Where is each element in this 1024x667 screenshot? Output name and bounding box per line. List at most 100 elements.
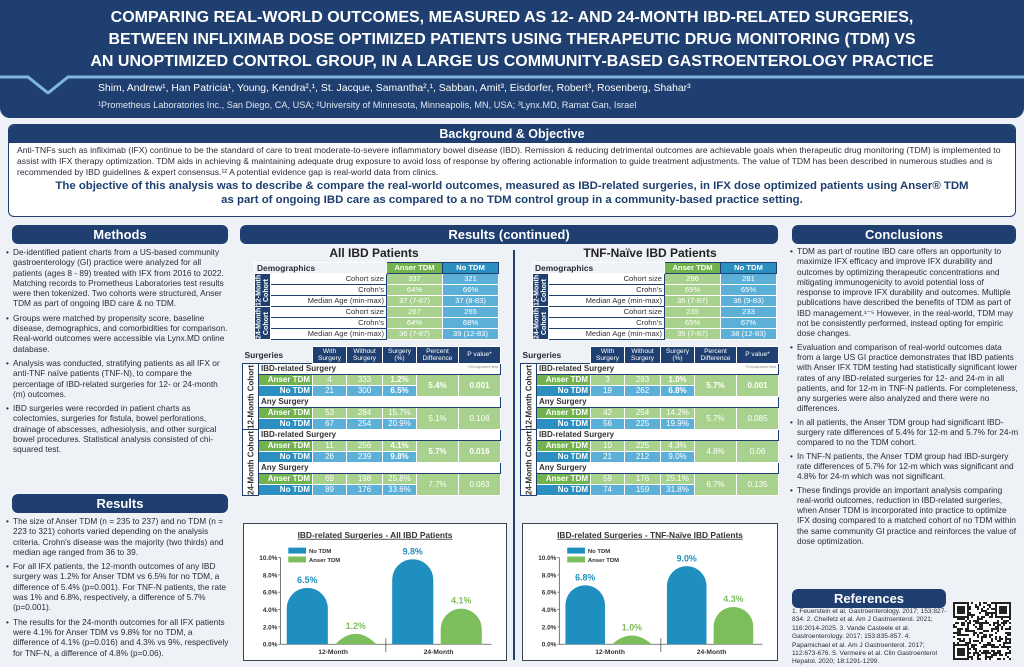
percent-difference: 5.7% bbox=[694, 407, 738, 430]
anser-value: 64% bbox=[386, 317, 443, 329]
legend-swatch bbox=[288, 556, 307, 563]
table-cell: 4.3% bbox=[660, 440, 696, 452]
no-tdm-row-label: No TDM bbox=[257, 385, 314, 397]
no-tdm-value: 66% bbox=[442, 284, 499, 296]
no-tdm-value: 67% bbox=[720, 317, 777, 329]
table-cell: 225 bbox=[624, 418, 662, 430]
row-label: Median Age (min-max) bbox=[548, 295, 665, 307]
list-item: In TNF-N patients, the Anser TDM group h… bbox=[790, 451, 1020, 482]
group-label: Any Surgery bbox=[261, 463, 309, 473]
table-cell: 21 bbox=[312, 385, 348, 397]
cohort-label: 24-Month Cohort bbox=[520, 429, 537, 496]
conclusions-list: TDM as part of routine IBD care offers a… bbox=[790, 246, 1020, 549]
p-value: 0.001 bbox=[736, 374, 780, 397]
group-label-row: Any Surgery bbox=[257, 462, 502, 474]
group-label: Any Surgery bbox=[261, 397, 309, 407]
table-cell: 11 bbox=[312, 440, 348, 452]
no-tdm-header: No TDM bbox=[442, 262, 499, 274]
group-label: Any Surgery bbox=[539, 397, 587, 407]
p-value: 0.06 bbox=[736, 440, 780, 463]
bar-anser-tdm bbox=[440, 608, 482, 645]
demographics-label: Demographics bbox=[254, 262, 387, 274]
cohort-label: 12-Month Cohort bbox=[532, 273, 549, 307]
column-header: Percent Difference bbox=[694, 346, 738, 364]
list-item: Evaluation and comparison of real-world … bbox=[790, 342, 1020, 414]
y-tick-label: 10.0% bbox=[538, 555, 556, 562]
group-label: IBD-related Surgery bbox=[261, 364, 337, 374]
legend-label: Anser TDM bbox=[588, 558, 619, 564]
table-cell: 262 bbox=[624, 385, 662, 397]
methods-list: De-identified patient charts from a US-b… bbox=[6, 247, 230, 459]
y-tick-label: 8.0% bbox=[263, 572, 278, 579]
cohort-label: 12-Month Cohort bbox=[242, 363, 259, 430]
table-cell: 42 bbox=[590, 407, 626, 419]
table-cell: 19 bbox=[590, 385, 626, 397]
anser-tdm-row-label: Anser TDM bbox=[257, 473, 314, 485]
table-cell: 69 bbox=[312, 473, 348, 485]
p-value: 0.108 bbox=[458, 407, 502, 430]
y-tick-label: 4.0% bbox=[263, 607, 278, 614]
row-label: Crohn's bbox=[548, 284, 665, 296]
no-tdm-row-label: No TDM bbox=[257, 451, 314, 463]
table-cell: 56 bbox=[590, 418, 626, 430]
y-tick-label: 0.0% bbox=[542, 642, 557, 649]
group-label-row: IBD-related Surgery bbox=[257, 429, 502, 441]
table-cell: 19.9% bbox=[660, 418, 696, 430]
table-cell: 6.8% bbox=[660, 385, 696, 397]
no-tdm-value: 68% bbox=[442, 317, 499, 329]
section-heading: Background & Objective bbox=[9, 125, 1015, 143]
qr-code-icon[interactable] bbox=[953, 602, 1011, 660]
no-tdm-value: 321 bbox=[442, 273, 499, 285]
group-label-row: IBD-related Surgery bbox=[535, 429, 780, 441]
table-cell: 254 bbox=[346, 418, 384, 430]
percent-difference: 4.8% bbox=[694, 440, 738, 463]
chart-title: IBD-related Surgeries - TNF-Naïve IBD Pa… bbox=[557, 530, 743, 540]
chart-title: IBD-related Surgeries - All IBD Patients bbox=[298, 530, 453, 540]
table-cell: 26 bbox=[312, 451, 348, 463]
anser-value: 65% bbox=[664, 317, 721, 329]
table-cell: 4.1% bbox=[382, 440, 418, 452]
no-tdm-value: 281 bbox=[720, 273, 777, 285]
table-cell: 198 bbox=[346, 473, 384, 485]
affiliations: ¹Prometheus Laboratories Inc., San Diego… bbox=[98, 100, 637, 110]
anser-tdm-row-label: Anser TDM bbox=[535, 473, 592, 485]
data-label: 1.0% bbox=[622, 623, 642, 633]
x-tick-label: 24-Month bbox=[424, 649, 454, 656]
no-tdm-value: 65% bbox=[720, 284, 777, 296]
table-cell: 333 bbox=[346, 374, 384, 386]
p-value: 0.016 bbox=[458, 440, 502, 463]
table-cell: 33.6% bbox=[382, 484, 418, 496]
chart-tnf-naive: IBD-related Surgeries - TNF-Naïve IBD Pa… bbox=[522, 523, 778, 661]
bar-no-tdm bbox=[565, 585, 606, 645]
p-value: 0.135 bbox=[736, 473, 780, 496]
cohort-label: 12-Month Cohort bbox=[254, 273, 271, 307]
table-cell: 10 bbox=[590, 440, 626, 452]
column-header: Percent Difference bbox=[416, 346, 460, 364]
table-cell: 176 bbox=[346, 484, 384, 496]
y-tick-label: 6.0% bbox=[263, 590, 278, 597]
panel-tnf-naive: TNF-Naïve IBD Patients Demographics Anser … bbox=[520, 246, 780, 496]
no-tdm-value: 38 (12-83) bbox=[720, 328, 777, 340]
title-line: COMPARING REAL-WORLD OUTCOMES, MEASURED … bbox=[110, 9, 914, 26]
no-tdm-value: 233 bbox=[720, 306, 777, 318]
footnote: *Chi-squared test bbox=[467, 364, 499, 370]
y-tick-label: 2.0% bbox=[542, 624, 557, 631]
legend-label: No TDM bbox=[588, 549, 610, 555]
table-cell: 9.0% bbox=[660, 451, 696, 463]
group-label-row: Any Surgery bbox=[535, 396, 780, 408]
table-cell: 254 bbox=[624, 407, 662, 419]
y-tick-label: 10.0% bbox=[259, 555, 277, 562]
legend-label: Anser TDM bbox=[309, 558, 340, 564]
legend-swatch bbox=[567, 547, 585, 554]
column-header: With Surgery bbox=[312, 346, 348, 364]
anser-tdm-header: Anser TDM bbox=[664, 262, 721, 274]
data-label: 1.2% bbox=[346, 621, 366, 631]
table-cell: 6.5% bbox=[382, 385, 418, 397]
surgeries-table: Surgeries With Surgery Without Surgery Surg… bbox=[242, 346, 502, 496]
column-header: Without Surgery bbox=[624, 346, 662, 364]
anser-tdm-row-label: Anser TDM bbox=[257, 374, 314, 386]
table-cell: 212 bbox=[624, 451, 662, 463]
group-label: IBD-related Surgery bbox=[261, 430, 337, 440]
poster-header bbox=[0, 0, 1024, 118]
row-label: Median Age (min-max) bbox=[548, 328, 665, 340]
